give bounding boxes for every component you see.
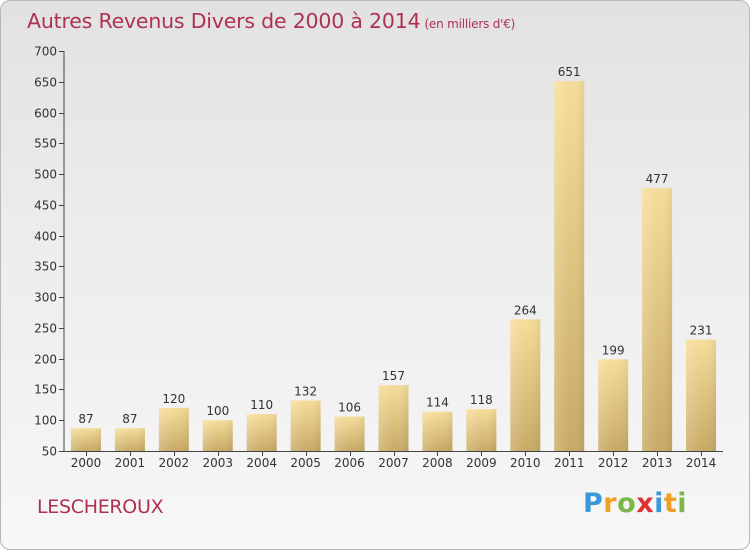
logo-letter: P bbox=[583, 488, 604, 519]
x-tick-label: 2009 bbox=[466, 456, 497, 470]
bar-shine bbox=[378, 385, 409, 451]
data-label: 477 bbox=[646, 172, 669, 186]
bar-shine bbox=[70, 428, 101, 451]
x-tick-label: 2013 bbox=[642, 456, 673, 470]
logo-letter: i bbox=[654, 488, 664, 519]
y-tick-label: 400 bbox=[34, 230, 57, 244]
logo-letter: i bbox=[677, 488, 688, 519]
data-label: 651 bbox=[558, 65, 581, 79]
x-axis: 2000 2001 2002 2003 2004 2005 2006 2007 2008 2009… bbox=[64, 451, 723, 470]
chart-title-main: Autres Revenus Divers de 2000 à 2014 bbox=[27, 9, 421, 33]
y-tick-label: 650 bbox=[34, 76, 57, 90]
x-tick-label: 2002 bbox=[159, 456, 190, 470]
x-tick-label: 2001 bbox=[115, 456, 146, 470]
chart-title: Autres Revenus Divers de 2000 à 2014 (en … bbox=[27, 9, 515, 33]
data-label: 157 bbox=[382, 369, 405, 383]
bar-shine bbox=[290, 400, 321, 451]
y-tick-label: 150 bbox=[34, 383, 57, 397]
bar-shine bbox=[422, 411, 453, 451]
logo-letter: x bbox=[636, 488, 655, 519]
y-axis: 50 100 150 200 250 300 350 400 450 500 550 600 650 70… bbox=[34, 45, 65, 459]
bar-shine bbox=[334, 416, 365, 451]
y-tick-label: 500 bbox=[34, 168, 57, 182]
data-label: 114 bbox=[426, 396, 449, 410]
bar-shine bbox=[246, 414, 277, 451]
data-label: 110 bbox=[250, 398, 273, 412]
y-tick-label: 550 bbox=[34, 137, 57, 151]
data-label: 87 bbox=[78, 412, 93, 426]
x-tick-label: 2010 bbox=[510, 456, 541, 470]
y-tick-label: 100 bbox=[34, 414, 57, 428]
y-tick-label: 50 bbox=[42, 445, 57, 459]
x-tick-label: 2000 bbox=[71, 456, 102, 470]
bar-shine bbox=[466, 409, 497, 451]
data-label: 199 bbox=[602, 343, 625, 357]
data-label: 118 bbox=[470, 393, 493, 407]
x-tick-label: 2007 bbox=[378, 456, 409, 470]
bar-shine bbox=[510, 319, 541, 451]
bar-shine bbox=[686, 339, 717, 451]
bar-shine bbox=[554, 81, 585, 452]
x-tick-label: 2005 bbox=[290, 456, 321, 470]
y-tick-label: 450 bbox=[34, 199, 57, 213]
x-tick-label: 2008 bbox=[422, 456, 453, 470]
logo-letter: t bbox=[663, 488, 678, 519]
bar-shine bbox=[642, 188, 673, 451]
chart-title-unit: (en milliers d'€) bbox=[424, 17, 516, 31]
bar-shine bbox=[158, 407, 189, 451]
bars: 87 87 120 100 110 132 106 157 114 118 264 651 199 477… bbox=[70, 65, 717, 452]
x-tick-label: 2004 bbox=[246, 456, 277, 470]
x-tick-label: 2006 bbox=[334, 456, 365, 470]
x-tick-label: 2014 bbox=[686, 456, 717, 470]
x-tick-label: 2011 bbox=[554, 456, 585, 470]
y-tick-label: 250 bbox=[34, 322, 57, 336]
y-tick-label: 200 bbox=[34, 353, 57, 367]
data-label: 106 bbox=[338, 401, 361, 415]
x-tick-label: 2012 bbox=[598, 456, 629, 470]
bar-shine bbox=[598, 359, 629, 451]
y-tick-label: 350 bbox=[34, 260, 57, 274]
proxiti-logo: Proxiti bbox=[583, 488, 687, 519]
data-label: 264 bbox=[514, 303, 537, 317]
data-label: 132 bbox=[294, 385, 317, 399]
y-tick-label: 300 bbox=[34, 291, 57, 305]
data-label: 100 bbox=[206, 404, 229, 418]
bar-shine bbox=[202, 420, 233, 451]
x-tick-label: 2003 bbox=[202, 456, 233, 470]
data-label: 120 bbox=[162, 392, 185, 406]
bar-shine bbox=[114, 428, 145, 451]
logo-letter: o bbox=[617, 488, 637, 519]
place-name: LESCHEROUX bbox=[37, 496, 164, 518]
y-tick-label: 600 bbox=[34, 107, 57, 121]
logo-letter: r bbox=[603, 488, 618, 519]
data-label: 87 bbox=[122, 412, 137, 426]
y-tick-label: 700 bbox=[34, 45, 57, 59]
data-label: 231 bbox=[690, 324, 713, 338]
